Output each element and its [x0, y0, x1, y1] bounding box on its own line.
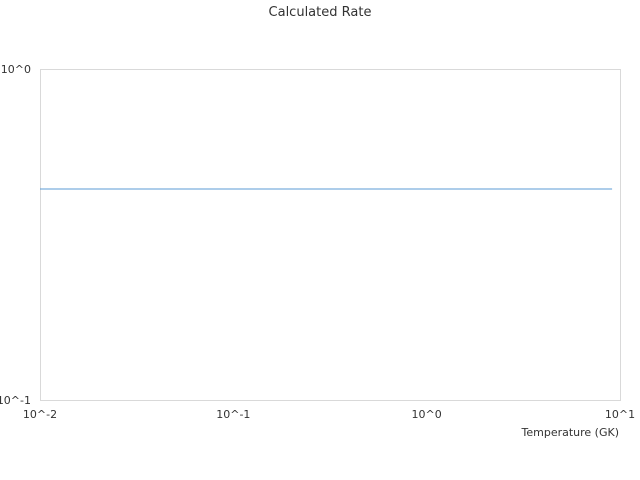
y-tick-label: 10^-1 [0, 394, 31, 407]
chart-title: Calculated Rate [269, 5, 372, 20]
y-tick-label: 10^0 [1, 63, 31, 76]
x-axis-label: Temperature (GK) [521, 426, 620, 439]
x-tick-label: 10^0 [412, 408, 442, 421]
plot-area [40, 69, 621, 401]
x-tick-label: 10^-2 [23, 408, 57, 421]
x-tick-label: 10^1 [605, 408, 635, 421]
x-tick-label: 10^-1 [216, 408, 250, 421]
